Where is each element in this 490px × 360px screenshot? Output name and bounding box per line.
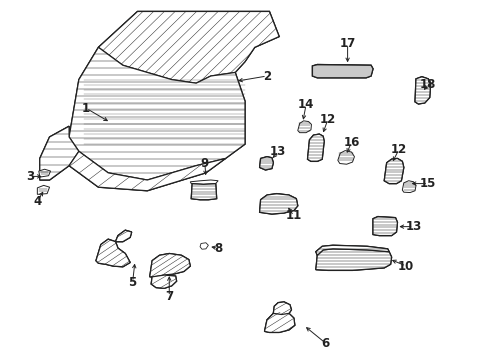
Text: 7: 7	[165, 290, 173, 303]
Polygon shape	[190, 180, 218, 184]
Polygon shape	[260, 194, 298, 214]
Polygon shape	[40, 126, 79, 180]
Text: 1: 1	[82, 102, 90, 115]
PathPatch shape	[69, 151, 225, 191]
Polygon shape	[384, 158, 404, 184]
Polygon shape	[316, 245, 389, 255]
Polygon shape	[69, 47, 245, 180]
Text: 13: 13	[270, 145, 286, 158]
Polygon shape	[150, 253, 190, 277]
PathPatch shape	[96, 239, 130, 267]
Text: 12: 12	[391, 143, 407, 156]
PathPatch shape	[69, 47, 245, 180]
Polygon shape	[200, 243, 208, 249]
Text: 17: 17	[340, 37, 356, 50]
PathPatch shape	[313, 64, 373, 78]
Polygon shape	[191, 184, 217, 200]
PathPatch shape	[151, 275, 176, 288]
Polygon shape	[151, 275, 176, 288]
PathPatch shape	[384, 158, 404, 184]
PathPatch shape	[316, 249, 392, 270]
Polygon shape	[69, 151, 225, 191]
Text: 8: 8	[214, 242, 222, 255]
Text: 3: 3	[26, 170, 34, 183]
Text: 14: 14	[298, 98, 314, 111]
Polygon shape	[37, 185, 49, 194]
PathPatch shape	[273, 302, 292, 315]
Text: 5: 5	[128, 276, 137, 289]
Text: 18: 18	[420, 78, 437, 91]
Polygon shape	[338, 150, 354, 164]
PathPatch shape	[116, 230, 132, 242]
Polygon shape	[265, 312, 295, 332]
PathPatch shape	[98, 12, 279, 83]
PathPatch shape	[415, 77, 431, 104]
Polygon shape	[313, 64, 373, 78]
Text: 2: 2	[263, 69, 271, 82]
Text: 10: 10	[398, 260, 415, 273]
Polygon shape	[39, 169, 50, 177]
PathPatch shape	[373, 217, 397, 235]
Polygon shape	[273, 302, 292, 315]
PathPatch shape	[265, 312, 295, 332]
Polygon shape	[316, 249, 392, 270]
PathPatch shape	[40, 126, 79, 180]
Text: 16: 16	[343, 136, 360, 149]
Polygon shape	[98, 12, 279, 83]
Text: 13: 13	[405, 220, 422, 233]
PathPatch shape	[316, 245, 389, 255]
PathPatch shape	[260, 157, 273, 170]
Text: 6: 6	[321, 337, 330, 350]
Polygon shape	[298, 121, 312, 133]
Text: 12: 12	[320, 113, 336, 126]
Polygon shape	[373, 217, 397, 235]
Polygon shape	[402, 181, 416, 193]
Text: 11: 11	[286, 210, 302, 222]
Polygon shape	[308, 134, 324, 161]
Polygon shape	[415, 77, 431, 104]
Polygon shape	[260, 157, 273, 170]
Text: 15: 15	[420, 177, 437, 190]
Text: 4: 4	[33, 195, 42, 208]
Polygon shape	[116, 230, 132, 242]
PathPatch shape	[150, 253, 190, 277]
Text: 9: 9	[201, 157, 209, 170]
PathPatch shape	[260, 194, 298, 214]
PathPatch shape	[308, 134, 324, 161]
PathPatch shape	[191, 184, 217, 200]
Polygon shape	[96, 239, 130, 267]
